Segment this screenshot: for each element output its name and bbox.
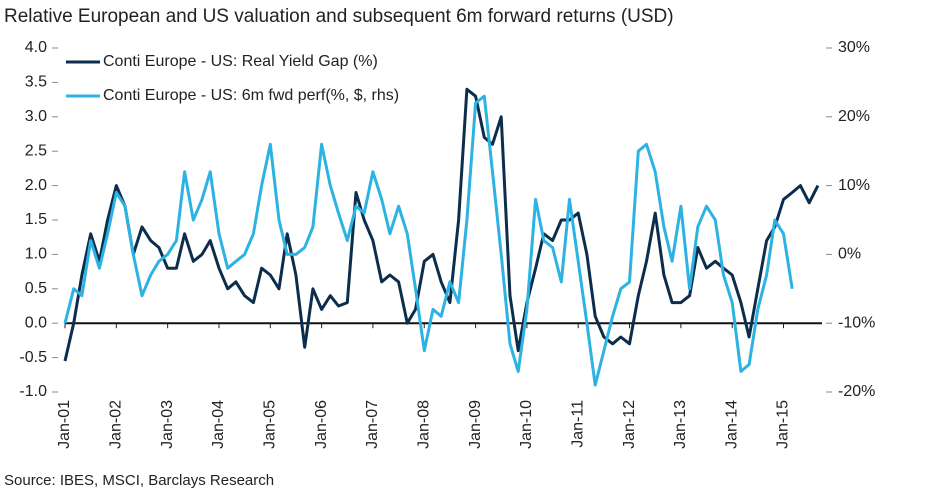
- x-tick-label: Jan-04: [210, 400, 227, 449]
- y-tick-label: 0.5: [25, 280, 47, 297]
- series-line: [63, 87, 820, 362]
- y2-tick-label: -20%: [838, 383, 875, 400]
- x-tick-label: Jan-08: [415, 400, 432, 449]
- x-tick-label: Jan-03: [159, 400, 176, 449]
- source: Source: IBES, MSCI, Barclays Research: [4, 472, 274, 489]
- y-tick-label: -1.0: [19, 383, 47, 400]
- y2-tick-label: 10%: [838, 177, 870, 194]
- x-tick-label: Jan-06: [313, 400, 330, 449]
- x-tick-label: Jan-01: [56, 400, 73, 449]
- x-tick-label: Jan-14: [723, 400, 740, 449]
- x-tick-label: Jan-13: [672, 400, 689, 449]
- y2-tick-label: -10%: [838, 314, 875, 331]
- x-tick-label: Jan-11: [569, 400, 586, 448]
- x-tick-label: Jan-09: [467, 400, 484, 449]
- legend-label: Conti Europe - US: Real Yield Gap (%): [103, 53, 378, 70]
- y2-tick-label: 20%: [838, 108, 870, 125]
- x-tick-label: Jan-07: [364, 400, 381, 449]
- y-tick-label: 2.5: [25, 142, 47, 159]
- y-tick-label: 1.0: [25, 246, 47, 263]
- y-tick-label: 1.5: [25, 211, 47, 228]
- x-tick-label: Jan-10: [518, 400, 535, 449]
- x-tick-label: Jan-02: [108, 400, 125, 449]
- y2-tick-label: 30%: [838, 39, 870, 56]
- y-tick-label: 0.0: [25, 314, 47, 331]
- chart-title: Relative European and US valuation and s…: [4, 6, 674, 27]
- y-tick-label: 3.0: [25, 108, 47, 125]
- y-tick-label: 4.0: [25, 39, 47, 56]
- y2-tick-label: 0%: [838, 246, 861, 263]
- series-line: [63, 94, 794, 387]
- y-tick-label: 2.0: [25, 177, 47, 194]
- x-tick-label: Jan-05: [262, 400, 279, 449]
- x-tick-label: Jan-12: [621, 400, 638, 449]
- x-tick-label: Jan-15: [775, 400, 792, 449]
- y-tick-label: -0.5: [19, 349, 47, 366]
- y-tick-label: 3.5: [25, 74, 47, 91]
- legend-label: Conti Europe - US: 6m fwd perf(%, $, rhs…: [103, 87, 399, 104]
